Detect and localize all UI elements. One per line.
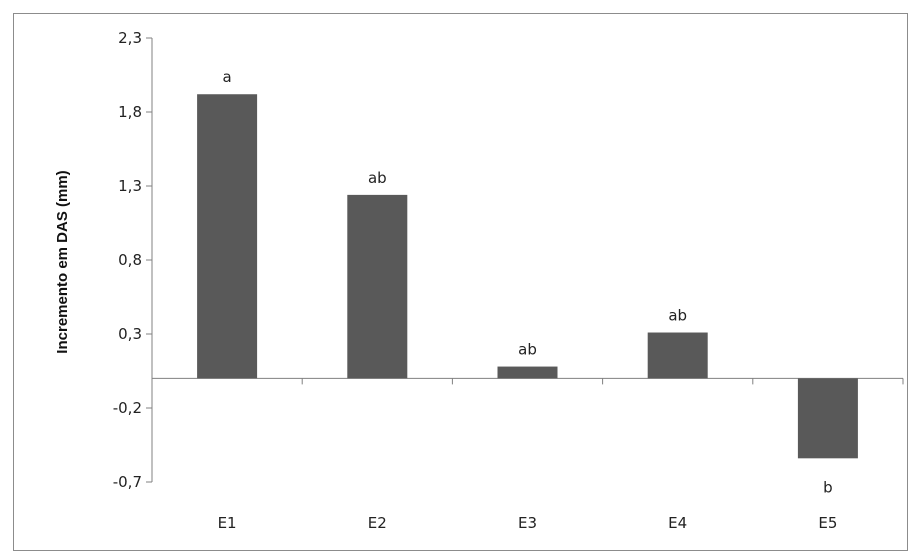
bar-e4	[647, 332, 708, 379]
y-tick-label: -0,2	[113, 399, 142, 417]
bars	[197, 94, 858, 459]
y-tick-label: 1,3	[118, 177, 142, 195]
y-tick-label: 0,3	[118, 325, 142, 343]
x-tick-label: E3	[518, 514, 537, 532]
y-tick-label: -0,7	[113, 473, 142, 491]
x-tick-label: E2	[368, 514, 387, 532]
bar-e5	[797, 378, 858, 459]
labels: E1 a E2 ab E3 ab E4 ab E5 b	[218, 68, 838, 532]
y-tick-label: 2,3	[118, 29, 142, 47]
data-label: ab	[518, 341, 537, 359]
y-tick-label: 0,8	[118, 251, 142, 269]
y-axis-title: Incremento em DAS (mm)	[54, 170, 71, 353]
bar-e1	[197, 94, 258, 379]
data-label: ab	[668, 307, 687, 325]
bar-e3	[497, 366, 558, 379]
y-tick-label: 1,8	[118, 103, 142, 121]
bar-e2	[347, 194, 408, 379]
x-tick-label: E5	[818, 514, 837, 532]
x-tick-label: E1	[218, 514, 237, 532]
data-label: ab	[368, 169, 387, 187]
x-tick-label: E4	[668, 514, 687, 532]
chart-frame	[13, 13, 908, 551]
data-label: b	[823, 478, 833, 496]
data-label: a	[222, 68, 231, 86]
